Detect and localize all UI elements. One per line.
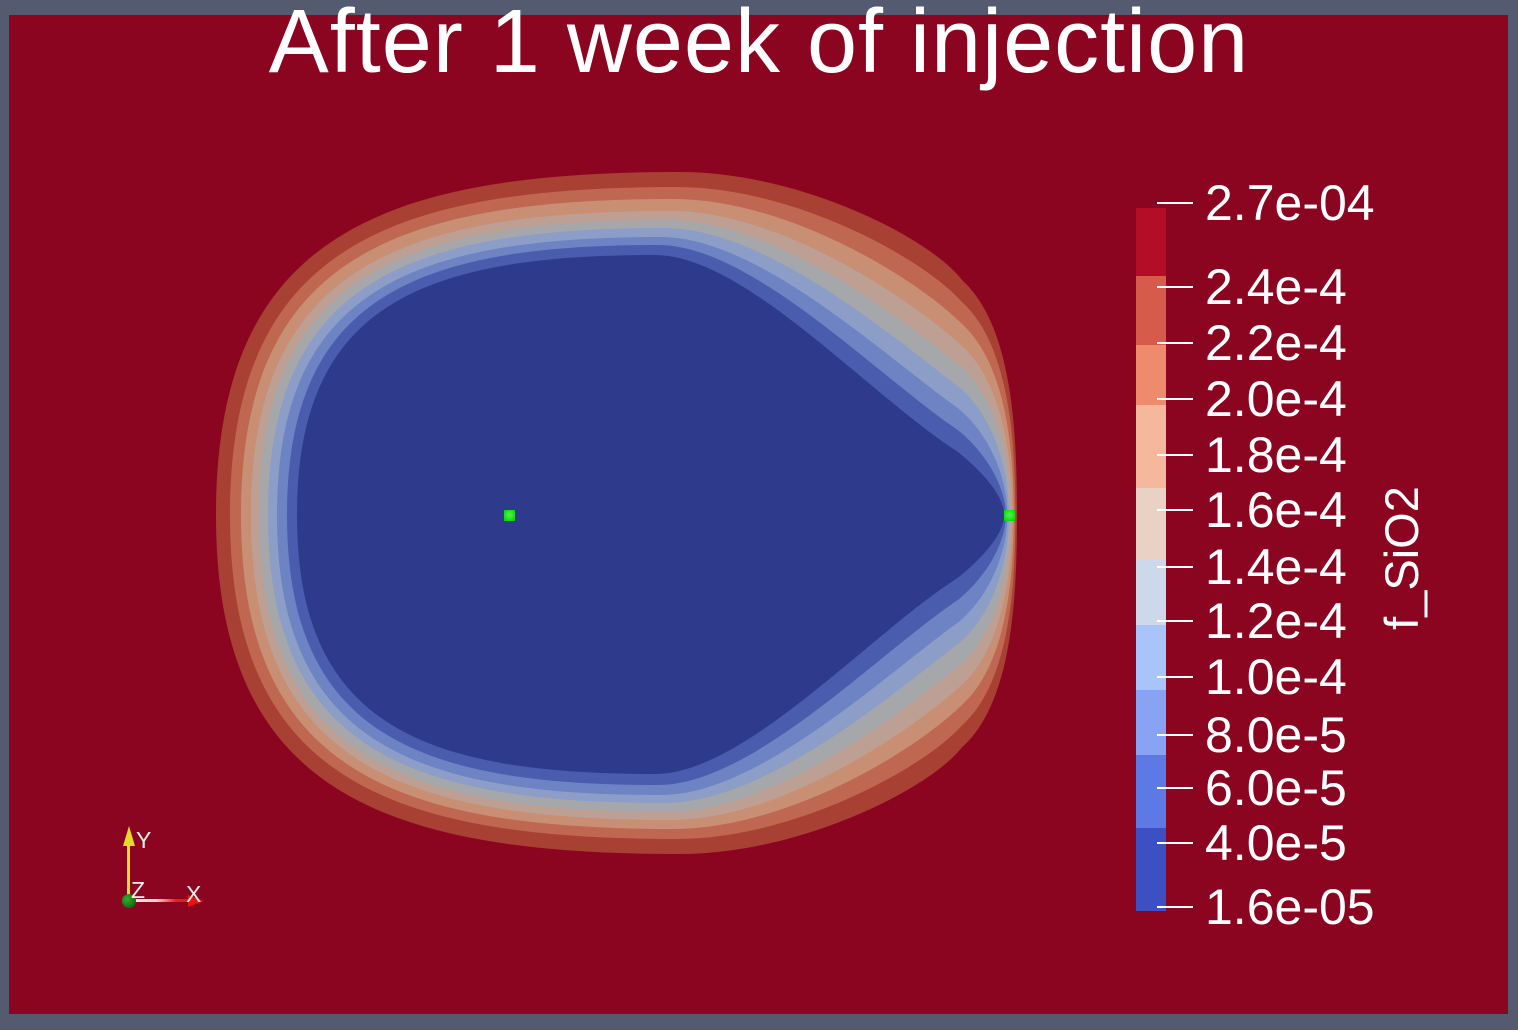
colorbar-tick	[1157, 202, 1193, 204]
colorbar-tick	[1157, 509, 1193, 511]
offset-well-marker	[1003, 509, 1015, 521]
colorbar-segment	[1136, 208, 1166, 276]
view-title: After 1 week of injection	[268, 0, 1250, 92]
colorbar-title: f_SiO2	[1375, 486, 1428, 630]
x-axis-arrowhead-icon	[188, 895, 204, 907]
origin-sphere-icon	[122, 894, 136, 908]
colorbar-segment	[1136, 345, 1166, 405]
colorbar-tick	[1157, 676, 1193, 678]
colorbar-segment	[1136, 690, 1166, 755]
colorbar-tick	[1157, 787, 1193, 789]
colorbar	[1136, 208, 1166, 911]
colorbar-tick	[1157, 286, 1193, 288]
colorbar-tick-label: 8.0e-5	[1205, 707, 1347, 763]
colorbar-tick-label: 2.2e-4	[1205, 315, 1347, 371]
colorbar-tick-label: 1.6e-05	[1205, 879, 1375, 935]
colorbar-tick	[1157, 842, 1193, 844]
colorbar-tick-label: 6.0e-5	[1205, 760, 1347, 816]
colorbar-tick	[1157, 734, 1193, 736]
y-axis-label: Y	[136, 827, 152, 853]
colorbar-tick	[1157, 398, 1193, 400]
colorbar-segment	[1136, 560, 1166, 625]
colorbar-tick	[1157, 906, 1193, 908]
colorbar-segment	[1136, 828, 1166, 911]
colorbar-segment	[1136, 488, 1166, 560]
colorbar-segment	[1136, 625, 1166, 690]
colorbar-tick-label: 2.0e-4	[1205, 371, 1347, 427]
x-axis-label: X	[186, 881, 202, 907]
colorbar-tick-label: 4.0e-5	[1205, 815, 1347, 871]
colorbar-tick-label: 1.8e-4	[1205, 427, 1347, 483]
z-axis-label: Z	[131, 877, 146, 903]
colorbar-tick-label: 1.4e-4	[1205, 539, 1347, 595]
colorbar-tick-label: 1.0e-4	[1205, 649, 1347, 705]
colorbar-tick	[1157, 620, 1193, 622]
y-axis-shaft	[127, 845, 130, 897]
colorbar-tick	[1157, 454, 1193, 456]
colorbar-tick-label: 1.2e-4	[1205, 593, 1347, 649]
colorbar-tick-label: 1.6e-4	[1205, 482, 1347, 538]
colorbar-tick	[1157, 342, 1193, 344]
y-axis-arrowhead-icon	[123, 826, 135, 846]
colorbar-segment	[1136, 755, 1166, 828]
colorbar-segment	[1136, 405, 1166, 488]
colorbar-tick-label: 2.4e-4	[1205, 259, 1347, 315]
colorbar-tick-label: 2.7e-04	[1205, 175, 1375, 231]
x-axis-shaft	[133, 899, 190, 902]
injection-well-marker	[503, 509, 515, 521]
colorbar-tick	[1157, 566, 1193, 568]
plume-interior	[297, 255, 1005, 774]
